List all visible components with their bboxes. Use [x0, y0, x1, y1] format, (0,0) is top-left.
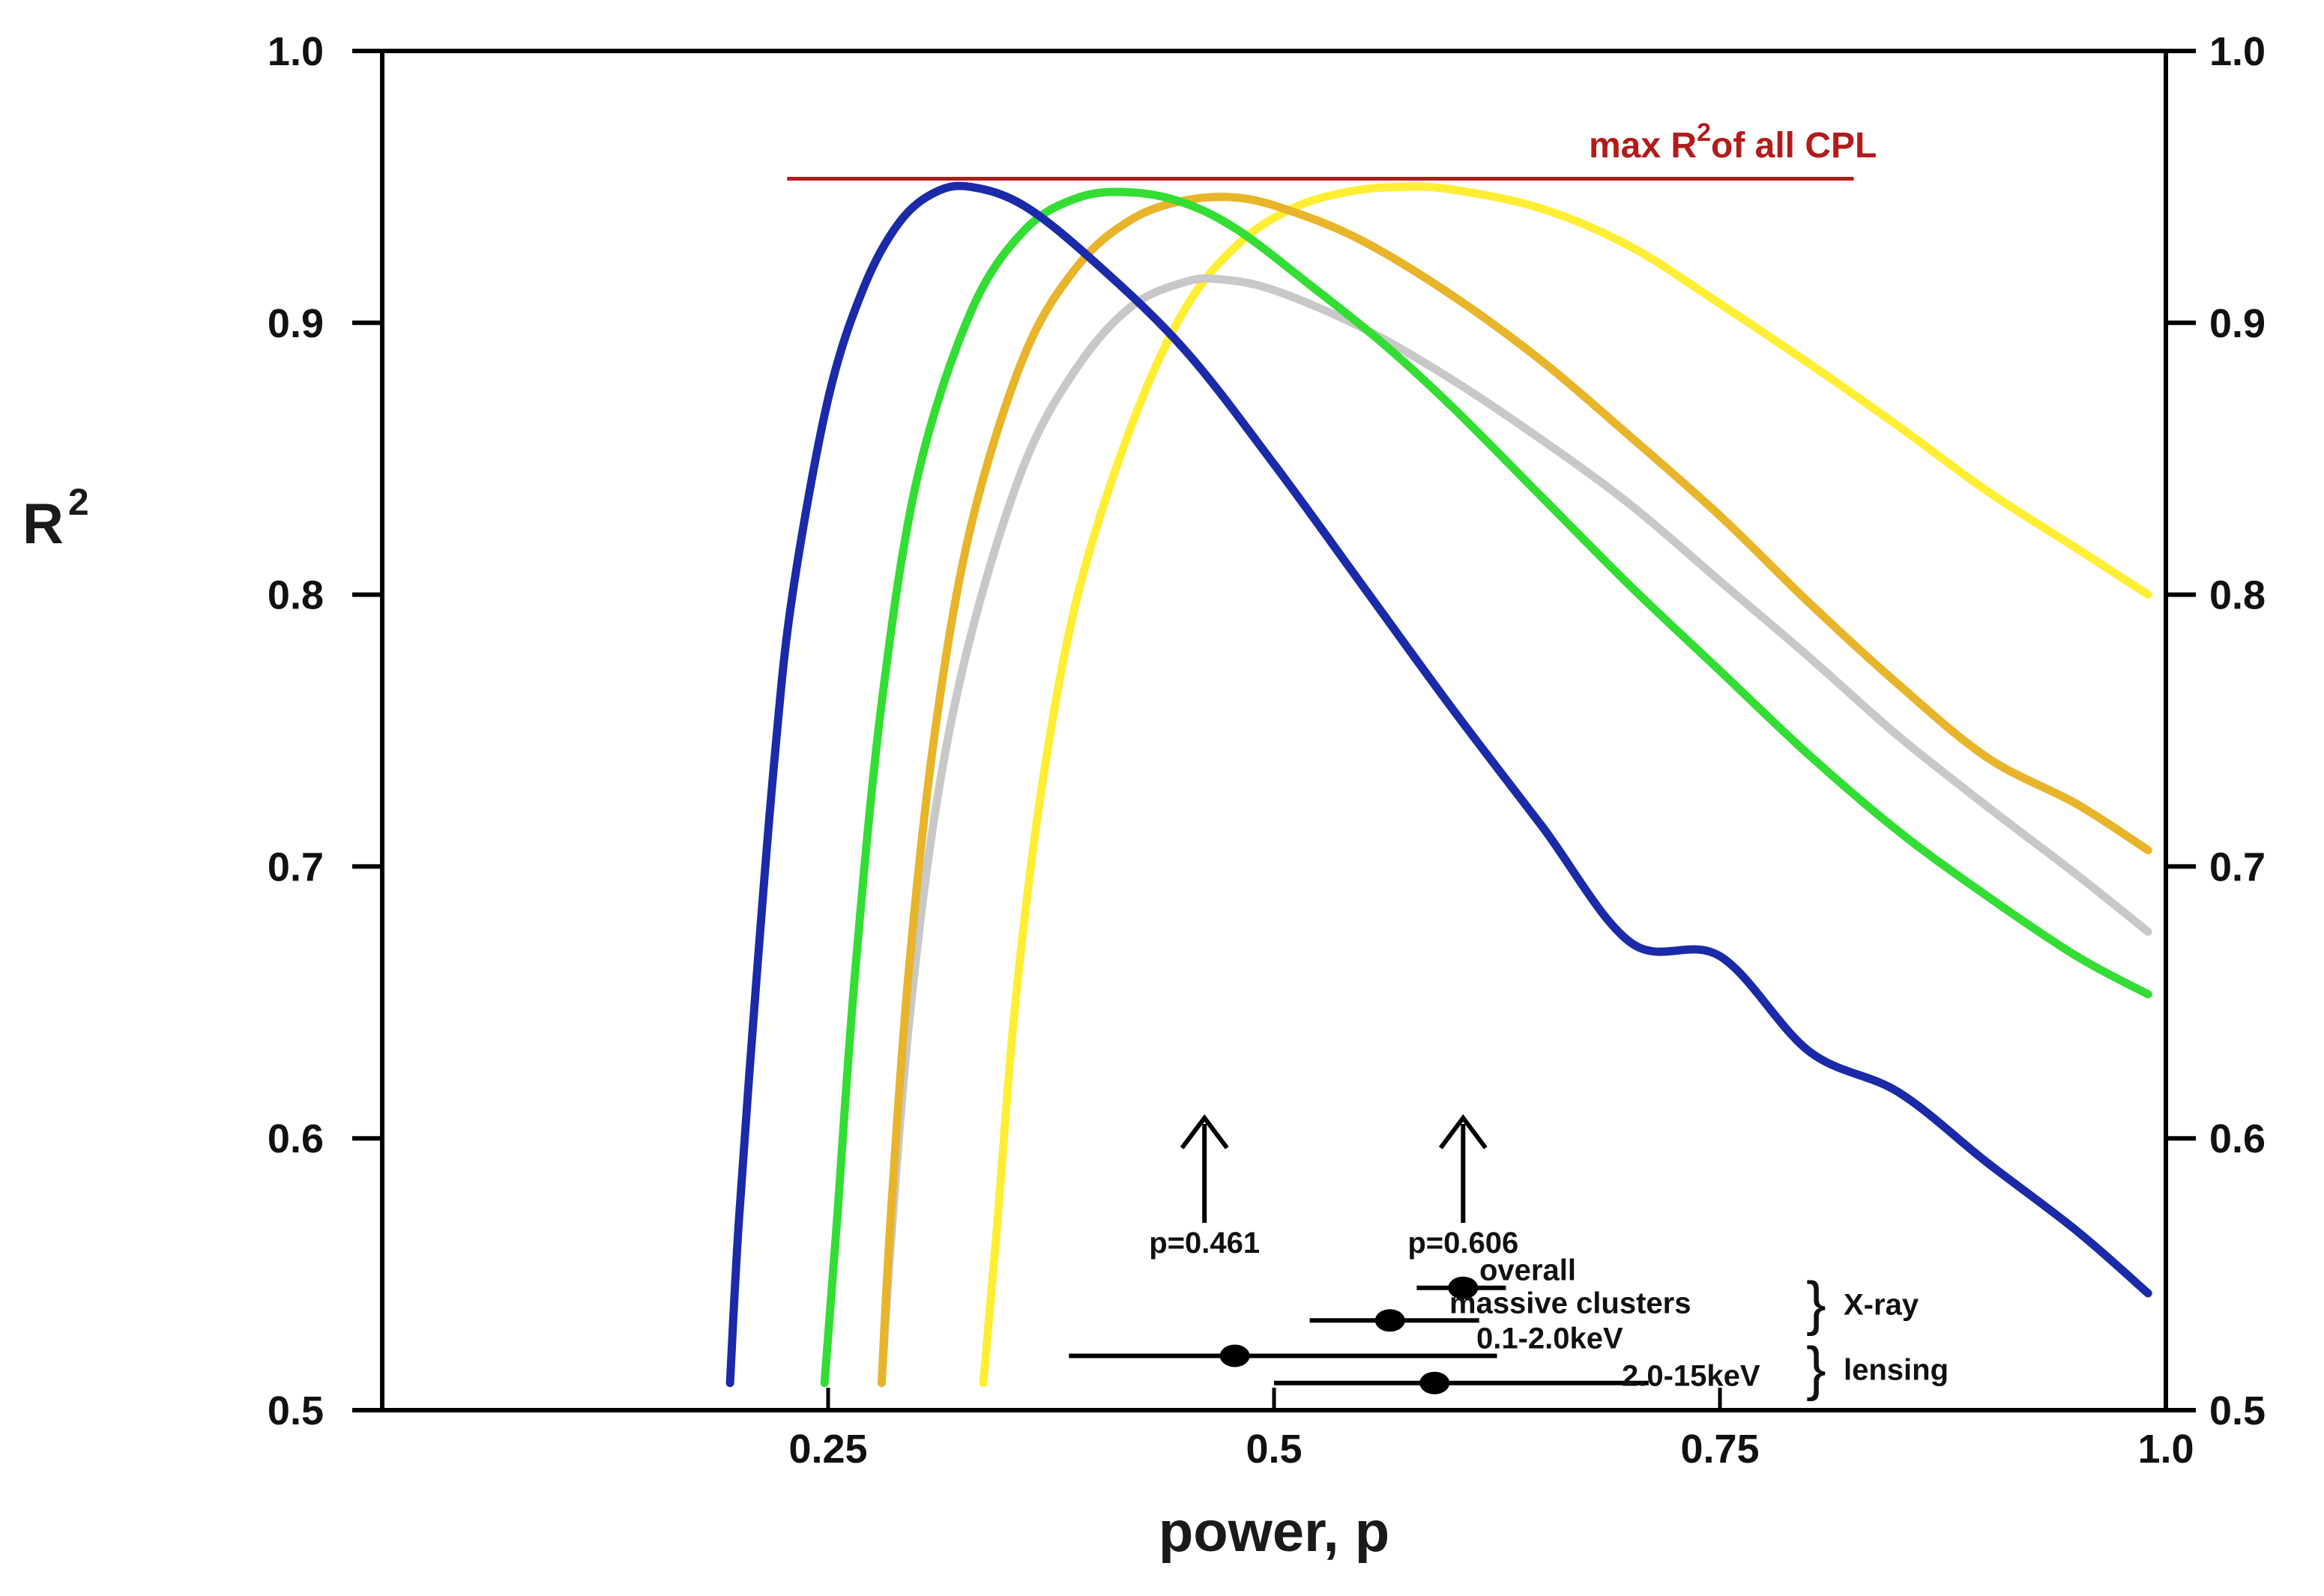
y-tick-label-left: 0.5 [268, 1388, 324, 1433]
error-bar-label: 2.0-15keV [1622, 1360, 1760, 1393]
error-bar-point [1419, 1371, 1450, 1394]
group-brace: } [1806, 1270, 1826, 1337]
y-tick-label-left: 0.9 [268, 301, 324, 346]
arrow-head [1180, 1114, 1229, 1149]
error-bar-point [1448, 1276, 1479, 1299]
error-bar-point [1374, 1309, 1405, 1332]
group-label: X-ray [1844, 1289, 1919, 1322]
series-line-gray [877, 273, 2152, 1388]
y-tick-label-right: 0.6 [2209, 1116, 2266, 1161]
max-r2-label: max R2of all CPL [1589, 118, 1877, 166]
arrow-label: p=0.606 [1407, 1227, 1518, 1260]
max-r2-label-base: max R [1589, 126, 1697, 166]
y-tick-label-right: 0.5 [2209, 1388, 2266, 1433]
y-tick-label-right: 0.9 [2209, 301, 2266, 346]
ticks-layer: 0.5 0.5 0.6 0.6 0.7 0.7 0.8 0.8 0.9 0.9 1.0 1.0 0.25… [268, 29, 2266, 1472]
series-line-yellow [979, 182, 2152, 1388]
max-r2-label-superscript: 2 [1697, 118, 1711, 147]
series-layer [725, 181, 2152, 1388]
y-tick-label-left: 0.7 [268, 844, 324, 889]
x-axis-title: power, p [1159, 1500, 1389, 1564]
y-tick-label-left: 1.0 [268, 29, 324, 74]
y-axis-title-superscript: 2 [68, 481, 89, 523]
series-line-orange [877, 193, 2152, 1388]
group-label: lensing [1844, 1354, 1949, 1387]
error-bar-point [1219, 1344, 1250, 1367]
max-line-layer: max R2of all CPL [787, 118, 1877, 181]
x-tick-label: 0.75 [1680, 1427, 1759, 1472]
x-tick-label: 0.25 [788, 1427, 867, 1472]
error-bar-label: massive clusters [1449, 1287, 1691, 1320]
y-tick-label-right: 0.7 [2209, 844, 2266, 889]
error-bar-label: 0.1-2.0keV [1476, 1322, 1623, 1355]
max-r2-label-suffix: of all CPL [1711, 126, 1877, 166]
series-line-green [820, 187, 2152, 1388]
y-tick-label-right: 1.0 [2209, 29, 2266, 74]
x-tick-label: 1.0 [2137, 1427, 2194, 1472]
series-line-blue [725, 181, 2152, 1388]
y-tick-label-right: 0.8 [2209, 573, 2266, 618]
y-tick-label-left: 0.8 [268, 573, 324, 618]
arrow-head [1438, 1114, 1488, 1149]
y-tick-label-left: 0.6 [268, 1116, 324, 1161]
y-axis-title-base: R [22, 492, 64, 556]
arrow-label: p=0.461 [1149, 1227, 1260, 1260]
error-bar-label: overall [1479, 1254, 1576, 1287]
x-tick-label: 0.5 [1246, 1427, 1302, 1472]
group-brace: } [1806, 1335, 1826, 1402]
